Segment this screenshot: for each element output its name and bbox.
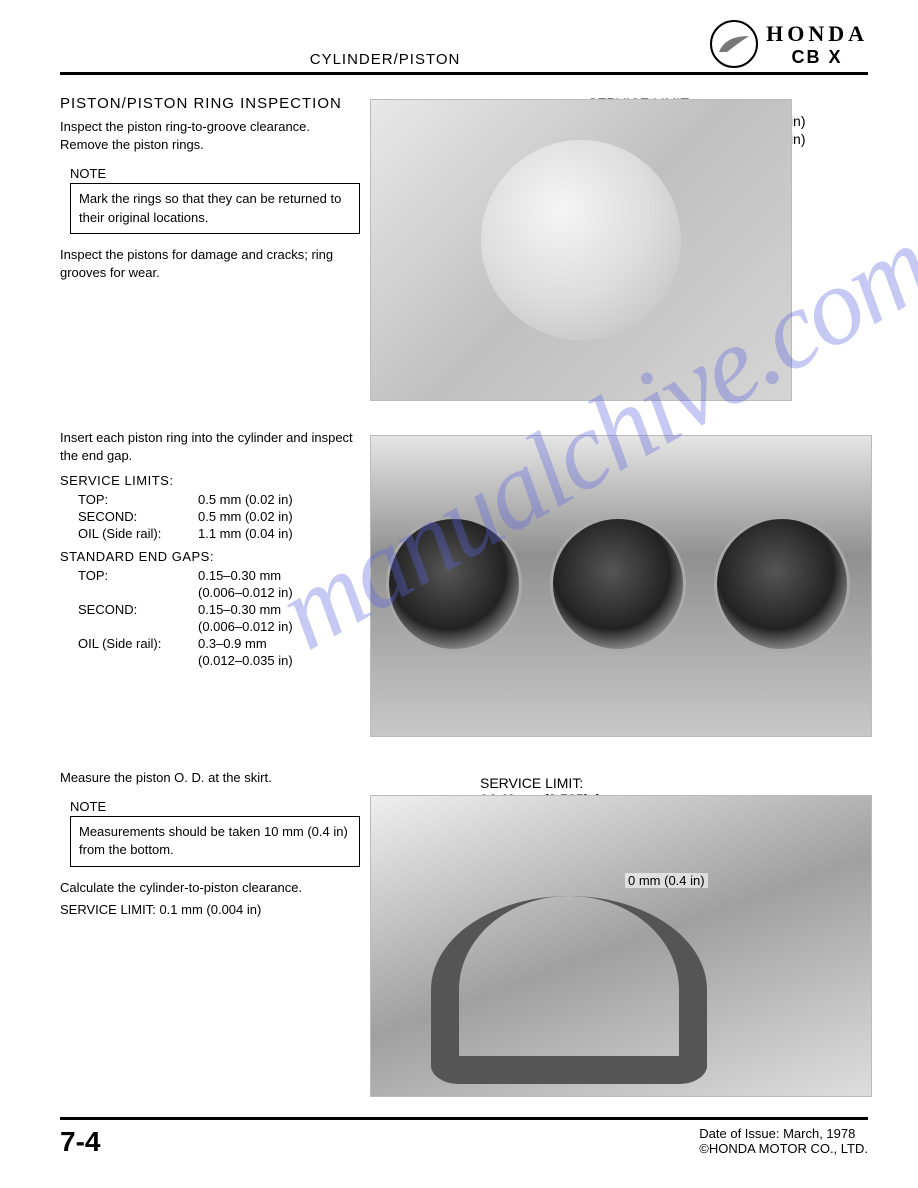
limit-top-label: TOP:: [78, 492, 198, 507]
honda-wing-logo-icon: [710, 20, 758, 68]
section-end-gap: Insert each piston ring into the cylinde…: [60, 425, 360, 674]
note-box-3: Measurements should be taken 10 mm (0.4 …: [70, 816, 360, 866]
photo3-annotation: 0 mm (0.4 in): [625, 873, 708, 888]
limit-second-val: 0.5 mm (0.02 in): [198, 509, 360, 524]
page-number: 7-4: [60, 1126, 100, 1158]
section1-text1: Inspect the piston ring-to-groove cleara…: [60, 118, 360, 154]
limit-oil-label: OIL (Side rail):: [78, 526, 198, 541]
gap-oil-val2: (0.012–0.035 in): [198, 653, 360, 668]
brand-name: HONDA: [766, 21, 868, 47]
note-label-3: NOTE: [70, 799, 360, 814]
gap-second-label: SECOND:: [78, 602, 198, 617]
photo-micrometer-measurement: [370, 795, 872, 1097]
note-label: NOTE: [70, 166, 360, 181]
section-piston-od: Measure the piston O. D. at the skirt. N…: [60, 765, 360, 923]
copyright: ©HONDA MOTOR CO., LTD.: [699, 1141, 868, 1156]
svc3-header: SERVICE LIMIT:: [480, 775, 601, 791]
gap-second-val2: (0.006–0.012 in): [198, 619, 360, 634]
section3-text1: Measure the piston O. D. at the skirt.: [60, 769, 360, 787]
issue-date: Date of Issue: March, 1978: [699, 1126, 868, 1141]
photo-piston-ring-clearance: [370, 99, 792, 401]
photo-cylinder-bores: [370, 435, 872, 737]
gap-top-val2: (0.006–0.012 in): [198, 585, 360, 600]
gap-oil-label: OIL (Side rail):: [78, 636, 198, 651]
limit-top-val: 0.5 mm (0.02 in): [198, 492, 360, 507]
gap-top-val1: 0.15–0.30 mm: [198, 568, 360, 583]
gap-second-val1: 0.15–0.30 mm: [198, 602, 360, 617]
gap-top-label: TOP:: [78, 568, 198, 583]
section2-text1: Insert each piston ring into the cylinde…: [60, 429, 360, 465]
brand-block: HONDA CB X: [710, 20, 868, 70]
note-box: Mark the rings so that they can be retur…: [70, 183, 360, 233]
section-heading: CYLINDER/PISTON: [60, 51, 710, 70]
model-name: CB X: [766, 47, 868, 68]
std-gaps-header: STANDARD END GAPS:: [60, 549, 360, 564]
page-footer: 7-4 Date of Issue: March, 1978 ©HONDA MO…: [60, 1117, 868, 1158]
section-piston-ring-inspection: PISTON/PISTON RING INSPECTION Inspect th…: [60, 95, 360, 282]
gap-oil-val1: 0.3–0.9 mm: [198, 636, 360, 651]
limit-second-label: SECOND:: [78, 509, 198, 524]
section3-svc-line: SERVICE LIMIT: 0.1 mm (0.004 in): [60, 901, 360, 919]
section1-title: PISTON/PISTON RING INSPECTION: [60, 95, 360, 112]
page-header: CYLINDER/PISTON HONDA CB X: [60, 20, 868, 75]
section1-text2: Inspect the pistons for damage and crack…: [60, 246, 360, 282]
limit-oil-val: 1.1 mm (0.04 in): [198, 526, 360, 541]
service-limits-header: SERVICE LIMITS:: [60, 473, 360, 488]
section3-text2: Calculate the cylinder-to-piston clearan…: [60, 879, 360, 897]
